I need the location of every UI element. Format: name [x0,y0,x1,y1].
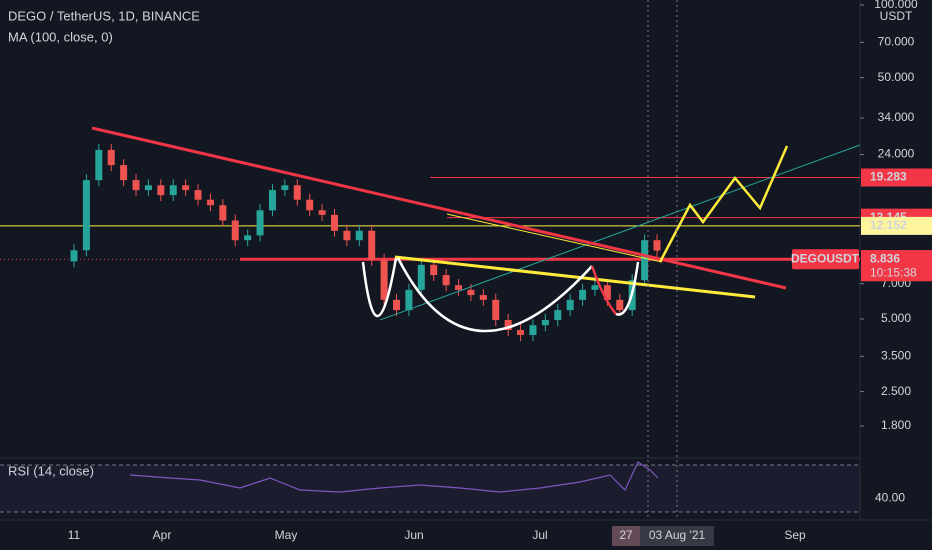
candle [318,210,326,215]
candle [467,289,475,296]
candle [430,264,438,276]
indicator-title: MA (100, close, 0) [8,29,113,44]
y-tick-label: 3.500 [881,348,911,362]
candle [95,149,103,181]
candle [268,190,276,211]
candle [132,180,140,191]
x-tick-label: 11 [68,528,81,542]
last-price-box [861,250,932,282]
candle [566,299,574,311]
y-tick-label: 100.000 [874,0,918,11]
y-tick-label: 24.000 [878,147,915,161]
candle [417,264,425,290]
candle [169,185,177,196]
candle [492,299,500,321]
trend-line [446,213,663,263]
candle [393,299,401,311]
candle [405,289,413,311]
rsi-tick-label: 40.00 [875,491,905,505]
y-tick-label: 2.500 [881,384,911,398]
rsi-line [129,461,659,493]
candle [157,185,165,196]
x-tick-label: Jun [404,528,423,542]
crosshair-date-box [640,526,714,546]
last-price: 8.836 [870,251,900,265]
y-tick-label: 34.000 [878,110,915,124]
symbol-title: DEGO / TetherUS, 1D, BINANCE [8,8,200,23]
price-label-box [861,168,932,187]
candle [144,185,152,191]
candle [541,320,549,326]
x-tick-label: Jul [532,528,547,542]
trend-line [379,144,861,321]
rsi-title: RSI (14, close) [8,463,94,478]
candle [479,295,487,300]
rsi-band [0,465,860,512]
candle [194,190,202,200]
y-tick-label: 5.000 [881,311,911,325]
candle [368,230,376,260]
time-highlight [612,526,640,546]
candle [120,165,128,181]
cup-left [361,257,398,318]
levels [0,176,860,261]
candle [591,285,599,290]
x-tick-label: May [275,528,298,542]
projection [658,145,789,263]
candle [355,230,363,241]
candle [653,240,661,251]
crosshair-date: 03 Aug '21 [649,528,706,542]
price-axis: 100.00070.00050.00034.00024.0007.0005.00… [68,0,932,546]
candle [579,289,587,300]
candles [70,143,661,341]
price-label: 19.283 [870,170,907,184]
currency: USDT [880,9,913,23]
price-label: 12.152 [870,218,907,232]
candle [231,220,239,241]
candle [504,320,512,330]
candle [442,275,450,286]
y-tick-label: 50.000 [878,70,915,84]
y-tick-label: 1.800 [881,418,911,432]
candle [455,285,463,290]
price-label-box [861,216,932,235]
x-tick-label: 27 [619,528,633,542]
drawings [91,126,861,493]
handle-rise [615,261,640,316]
trend-line [394,255,756,299]
candle [82,180,90,251]
candle [529,325,537,335]
candle [293,185,301,200]
handle [590,265,617,315]
candle [330,214,338,231]
candle [244,235,252,241]
candle [616,299,624,311]
candle [70,250,78,262]
candle [380,259,388,300]
trend-line [91,126,787,290]
candle [206,199,214,206]
candle [641,240,649,281]
candle [306,199,314,211]
candle [603,285,611,300]
candle [107,149,115,166]
candle [256,210,264,236]
countdown: 10:15:38 [870,265,917,279]
y-tick-label: 70.000 [878,35,915,49]
candle [343,230,351,241]
candle [182,185,190,191]
x-tick-label: Sep [784,528,806,542]
symbol-box [792,249,859,270]
candle [281,185,289,191]
cup [396,257,593,333]
candle [554,310,562,321]
x-tick-label: Apr [153,528,172,542]
candle [219,205,227,221]
symbol-label: DEGOUSDT [791,251,860,265]
candle [517,329,525,335]
